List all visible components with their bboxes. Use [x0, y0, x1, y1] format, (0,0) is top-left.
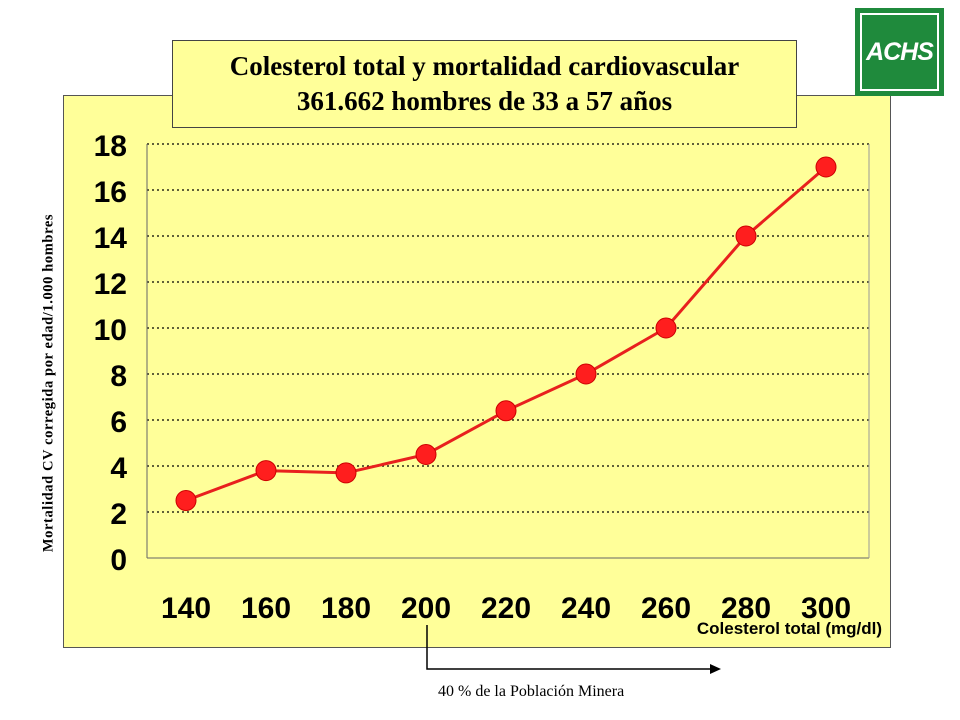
y-tick-label: 6 [110, 406, 127, 439]
data-point [735, 225, 757, 247]
chart-panel: 0 2 4 6 8 10 12 14 16 18 140 160 180 200 220 240 260 280 3… [63, 95, 891, 648]
y-tick-label: 2 [110, 498, 127, 531]
y-tick-label: 14 [94, 222, 128, 255]
annotation-text: 40 % de la Población Minera [438, 683, 625, 700]
line-chart: 0 2 4 6 8 10 12 14 16 18 140 160 180 200 220 240 260 280 3… [94, 130, 870, 625]
y-tick-label: 4 [110, 452, 127, 485]
plot-area [147, 144, 869, 558]
y-tick-label: 18 [94, 130, 127, 163]
x-tick-label: 260 [641, 592, 691, 625]
data-point [415, 444, 437, 465]
logo-text: ACHS [866, 37, 934, 66]
x-tick-label: 140 [161, 592, 211, 625]
x-tick-label: 180 [321, 592, 371, 625]
chart-subtitle: 361.662 hombres de 33 a 57 años [296, 86, 673, 116]
x-tick-label: 160 [241, 592, 291, 625]
y-tick-label: 0 [110, 544, 127, 577]
chart-title: Colesterol total y mortalidad cardiovasc… [229, 51, 740, 81]
y-tick-label: 8 [110, 360, 127, 393]
x-tick-label: 220 [481, 592, 531, 625]
data-point [255, 460, 277, 482]
achs-logo: ACHS [855, 8, 944, 96]
y-axis-label: Mortalidad CV corregida por edad/1.000 h… [40, 213, 57, 553]
data-point [815, 156, 837, 178]
y-tick-label: 10 [94, 314, 127, 347]
data-point [175, 490, 197, 511]
data-point [335, 462, 357, 484]
x-tick-label: 200 [401, 592, 451, 625]
x-tick-label: 240 [561, 592, 611, 625]
data-point [655, 317, 677, 339]
y-tick-label: 12 [94, 268, 127, 301]
arrow-head [710, 664, 721, 674]
x-axis-label: Colesterol total (mg/dl) [696, 619, 882, 638]
data-point [495, 400, 517, 422]
y-tick-label: 16 [94, 176, 127, 209]
logo-frame: ACHS [860, 13, 939, 91]
title-box: Colesterol total y mortalidad cardiovasc… [172, 40, 797, 128]
x-tick-label: 300 [801, 592, 851, 625]
x-tick-label: 280 [721, 592, 771, 625]
data-point [575, 363, 597, 385]
